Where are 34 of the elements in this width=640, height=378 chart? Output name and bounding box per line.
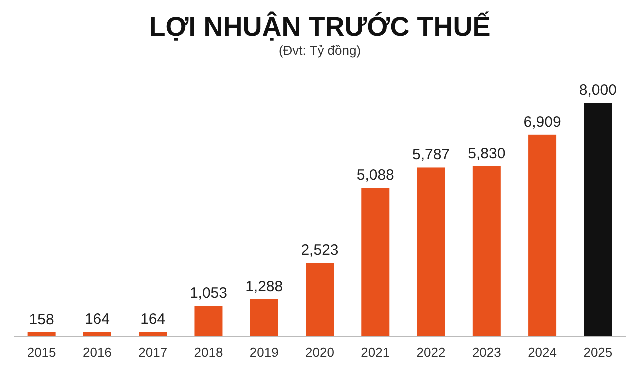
data-label: 2,523 [301,242,339,260]
data-label: 164 [84,311,110,328]
bar [194,306,223,337]
x-tick-label: 2022 [416,345,446,360]
bar [250,299,278,337]
chart-subtitle: (Đvt: Tỷ đồng) [278,43,362,58]
bar [306,263,334,337]
bar [528,134,557,337]
chart-title: LỢI NHUẬN TRƯỚC THUẾ [149,11,491,42]
data-label: 1,053 [190,285,228,302]
data-label: 158 [29,311,54,328]
data-label: 164 [140,311,166,328]
x-tick-label: 2024 [528,345,558,360]
x-tick-label: 2020 [306,345,334,360]
data-label: 8,000 [579,82,617,99]
bar [417,168,446,337]
x-tick-label: 2025 [584,345,613,360]
x-tick-label: 2017 [138,345,168,360]
x-tick-label: 2015 [27,345,56,360]
x-tick-label: 2023 [472,345,502,360]
bar [83,332,112,337]
x-tick-label: 2018 [194,345,224,360]
data-label: 5,088 [356,167,394,184]
data-label: 6,909 [524,114,562,131]
bar [472,166,501,337]
x-tick-label: 2021 [361,345,390,360]
x-tick-label: 2016 [82,345,112,360]
data-label: 5,830 [468,145,506,162]
data-label: 1,288 [246,278,284,296]
bar [362,188,390,337]
x-tick-label: 2019 [250,345,279,360]
data-label: 5,787 [412,146,450,164]
bar [139,332,168,337]
bar [584,103,612,337]
